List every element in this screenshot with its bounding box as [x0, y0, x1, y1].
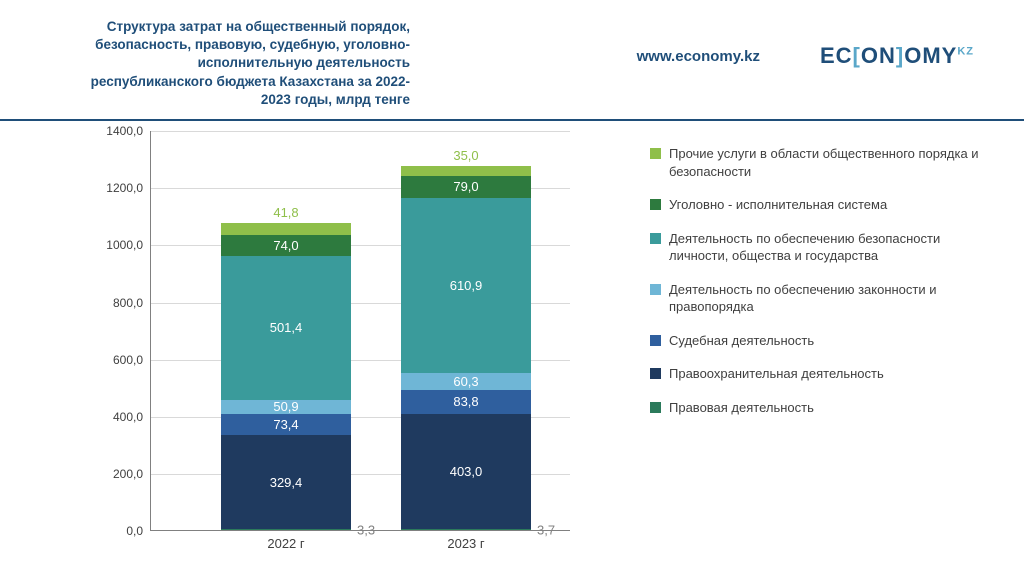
legend-swatch: [650, 148, 661, 159]
chart-title: Структура затрат на общественный порядок…: [80, 18, 410, 109]
legend-item: Судебная деятельность: [650, 332, 980, 350]
legend-swatch: [650, 284, 661, 295]
logo-omy: OMY: [904, 43, 957, 68]
segment-value-label: 41,8: [273, 205, 298, 220]
bar-segment: 610,9: [401, 198, 531, 373]
bar-segment: 3,7: [401, 529, 531, 530]
segment-value-label: 35,0: [453, 148, 478, 163]
logo-bracket-open: [: [853, 43, 861, 68]
x-category-label: 2022 г: [267, 536, 304, 551]
y-tick-label: 1400,0: [106, 124, 151, 138]
legend: Прочие услуги в области общественного по…: [650, 145, 980, 432]
logo-kz: KZ: [957, 46, 974, 58]
site-url: www.economy.kz: [637, 48, 760, 65]
y-tick-label: 600,0: [113, 353, 151, 367]
legend-swatch: [650, 199, 661, 210]
legend-item: Уголовно - исполнительная система: [650, 196, 980, 214]
logo-on: ON: [861, 43, 896, 68]
header-right: www.economy.kz EC[ON]OMYKZ: [637, 18, 974, 69]
bar-segment: 501,4: [221, 256, 351, 399]
segment-value-label: 610,9: [450, 278, 483, 293]
legend-label: Судебная деятельность: [669, 332, 814, 350]
legend-label: Деятельность по обеспечению законности и…: [669, 281, 980, 316]
bar-segment: 79,0: [401, 176, 531, 199]
legend-item: Правоохранительная деятельность: [650, 365, 980, 383]
logo: EC[ON]OMYKZ: [820, 43, 974, 69]
segment-value-label: 403,0: [450, 464, 483, 479]
bar-group: 3,3 329,4 73,4 50,9 501,4 74,0 41,8: [221, 223, 351, 530]
segment-value-label: 74,0: [273, 238, 298, 253]
bar-segment: 35,0: [401, 166, 531, 176]
bar-segment: 50,9: [221, 400, 351, 415]
segment-value-label: 3,7: [537, 522, 555, 537]
chart-area: 0,0200,0400,0600,0800,01000,01200,01400,…: [90, 131, 630, 561]
segment-value-label: 73,4: [273, 417, 298, 432]
legend-swatch: [650, 368, 661, 379]
legend-swatch: [650, 233, 661, 244]
segment-value-label: 79,0: [453, 179, 478, 194]
bar-segment: 403,0: [401, 414, 531, 529]
legend-label: Правоохранительная деятельность: [669, 365, 884, 383]
bar-segment: 3,3: [221, 529, 351, 530]
y-tick-label: 200,0: [113, 467, 151, 481]
logo-bracket-close: ]: [896, 43, 904, 68]
legend-item: Деятельность по обеспечению законности и…: [650, 281, 980, 316]
bar-group: 3,7 403,0 83,8 60,3 610,9 79,0 35,0: [401, 166, 531, 530]
segment-value-label: 50,9: [273, 399, 298, 414]
legend-swatch: [650, 335, 661, 346]
segment-value-label: 501,4: [270, 320, 303, 335]
segment-value-label: 83,8: [453, 394, 478, 409]
segment-value-label: 3,3: [357, 522, 375, 537]
bar-segment: 73,4: [221, 414, 351, 435]
bar-segment: 41,8: [221, 223, 351, 235]
header: Структура затрат на общественный порядок…: [0, 0, 1024, 121]
y-tick-label: 400,0: [113, 410, 151, 424]
y-tick-label: 1000,0: [106, 238, 151, 252]
legend-swatch: [650, 402, 661, 413]
bar-segment: 60,3: [401, 373, 531, 390]
legend-item: Прочие услуги в области общественного по…: [650, 145, 980, 180]
legend-item: Деятельность по обеспечению безопасности…: [650, 230, 980, 265]
logo-ec: EC: [820, 43, 853, 68]
bar-segment: 329,4: [221, 435, 351, 529]
y-tick-label: 0,0: [126, 524, 151, 538]
legend-label: Деятельность по обеспечению безопасности…: [669, 230, 980, 265]
bar-segment: 74,0: [221, 235, 351, 256]
segment-value-label: 329,4: [270, 475, 303, 490]
segment-value-label: 60,3: [453, 374, 478, 389]
x-category-label: 2023 г: [447, 536, 484, 551]
legend-label: Прочие услуги в области общественного по…: [669, 145, 980, 180]
legend-item: Правовая деятельность: [650, 399, 980, 417]
gridline: [151, 131, 570, 132]
y-tick-label: 800,0: [113, 296, 151, 310]
legend-label: Правовая деятельность: [669, 399, 814, 417]
legend-label: Уголовно - исполнительная система: [669, 196, 887, 214]
chart-plot: 0,0200,0400,0600,0800,01000,01200,01400,…: [150, 131, 570, 531]
bar-segment: 83,8: [401, 390, 531, 414]
y-tick-label: 1200,0: [106, 181, 151, 195]
